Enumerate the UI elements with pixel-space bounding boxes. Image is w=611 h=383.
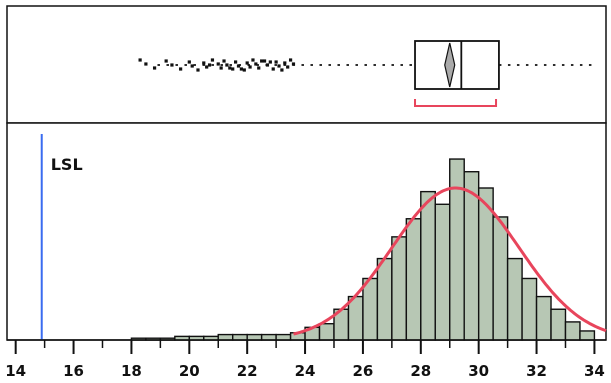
histogram-bar bbox=[232, 333, 248, 341]
outlier-point bbox=[271, 67, 275, 71]
histogram-bar bbox=[535, 295, 552, 341]
outlier-point bbox=[179, 67, 183, 71]
outlier-point bbox=[283, 61, 287, 65]
outlier-point bbox=[291, 62, 296, 66]
outlier-point bbox=[190, 64, 194, 68]
x-axis: 14 16 18 20 22 24 26 28 30 32 34 bbox=[5, 339, 606, 380]
x-tick-label: 24 bbox=[295, 362, 316, 380]
histogram-bar bbox=[362, 277, 379, 341]
x-tick-label: 18 bbox=[121, 362, 142, 380]
histogram-bar bbox=[434, 203, 451, 341]
outlier-point bbox=[222, 59, 226, 63]
outlier-point bbox=[286, 65, 290, 69]
histogram-bar bbox=[275, 333, 292, 341]
outlier-point bbox=[262, 59, 267, 63]
shortest-half-bracket bbox=[414, 99, 498, 107]
histogram-bar bbox=[391, 236, 408, 341]
histogram-bar bbox=[521, 277, 538, 341]
histogram-bar bbox=[506, 257, 523, 341]
histogram-bar bbox=[217, 333, 234, 341]
outlier-point bbox=[231, 67, 235, 71]
x-tick-label: 16 bbox=[63, 362, 84, 380]
histogram-bar bbox=[260, 333, 277, 341]
outlier-point bbox=[187, 60, 191, 64]
x-tick-label: 34 bbox=[584, 362, 605, 380]
outlier-point bbox=[164, 59, 168, 63]
normal-fit-curve bbox=[293, 186, 607, 336]
outlier-point bbox=[202, 61, 206, 65]
outlier-point bbox=[274, 60, 278, 64]
x-tick-label: 22 bbox=[237, 362, 258, 380]
outlier-point bbox=[216, 62, 220, 66]
outlier-point bbox=[260, 59, 264, 63]
interquartile-box bbox=[414, 40, 500, 90]
outlier-point bbox=[268, 60, 272, 64]
histogram-bar bbox=[492, 216, 509, 341]
lsl-marker: LSL bbox=[40, 134, 83, 340]
outlier-point bbox=[152, 66, 157, 70]
histogram-bars bbox=[130, 158, 596, 341]
histogram-bar bbox=[246, 333, 263, 341]
histogram-bar bbox=[564, 321, 581, 341]
x-tick-label: 20 bbox=[179, 362, 200, 380]
outlier-point bbox=[257, 66, 261, 70]
outlier-point bbox=[228, 66, 232, 70]
histogram-bar bbox=[347, 295, 364, 341]
histogram-bar bbox=[420, 190, 436, 341]
histogram-bar bbox=[405, 218, 422, 341]
outlier-point bbox=[239, 67, 243, 71]
mean-diamond bbox=[444, 42, 456, 88]
x-tick-label: 28 bbox=[410, 362, 431, 380]
outlier-point bbox=[242, 68, 246, 72]
boxplot-outliers bbox=[138, 58, 296, 72]
outlier-point bbox=[277, 64, 281, 68]
boxplot-panel-frame bbox=[6, 5, 607, 124]
outlier-point bbox=[205, 65, 209, 69]
histogram-bar bbox=[449, 158, 465, 341]
x-tick-label: 30 bbox=[468, 362, 489, 380]
outlier-point bbox=[207, 63, 212, 67]
outlier-point bbox=[138, 58, 142, 62]
histogram-bar bbox=[579, 330, 596, 341]
outlier-point bbox=[210, 58, 215, 62]
lsl-label: LSL bbox=[51, 155, 83, 174]
outlier-point bbox=[234, 60, 238, 64]
x-tick-label: 14 bbox=[5, 362, 26, 380]
normal-fit-line bbox=[293, 186, 607, 336]
outlier-point bbox=[236, 64, 241, 68]
outlier-point bbox=[251, 58, 255, 62]
outlier-point bbox=[245, 61, 249, 65]
outlier-point bbox=[170, 63, 174, 67]
outlier-point bbox=[196, 68, 200, 72]
outlier-point bbox=[219, 66, 223, 70]
histogram-bar bbox=[318, 323, 335, 341]
outlier-point bbox=[280, 68, 284, 72]
outlier-point bbox=[288, 58, 293, 62]
x-tick-label: 26 bbox=[352, 362, 373, 380]
histogram-bar bbox=[550, 308, 567, 341]
outlier-point bbox=[254, 62, 258, 66]
histogram-bar bbox=[376, 257, 393, 341]
x-tick-label: 32 bbox=[526, 362, 547, 380]
outlier-point bbox=[144, 62, 148, 66]
outlier-point bbox=[248, 65, 252, 69]
box-plot bbox=[157, 40, 595, 107]
outlier-point bbox=[225, 63, 229, 67]
